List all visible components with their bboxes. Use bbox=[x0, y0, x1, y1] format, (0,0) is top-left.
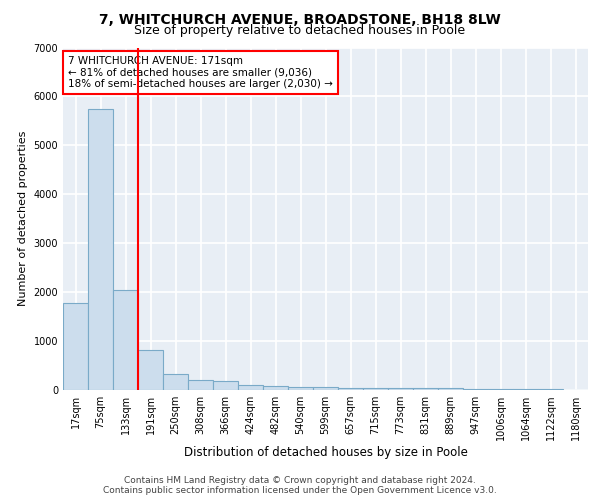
Bar bbox=[113, 290, 138, 390]
Bar bbox=[413, 388, 438, 390]
Bar bbox=[463, 388, 488, 390]
Bar bbox=[513, 389, 538, 390]
Bar bbox=[88, 108, 113, 390]
Bar bbox=[213, 382, 238, 390]
X-axis label: Distribution of detached houses by size in Poole: Distribution of detached houses by size … bbox=[184, 446, 467, 459]
Bar bbox=[313, 388, 338, 390]
Bar bbox=[488, 389, 513, 390]
Bar bbox=[188, 380, 213, 390]
Bar bbox=[63, 303, 88, 390]
Bar bbox=[388, 388, 413, 390]
Bar bbox=[263, 386, 288, 390]
Text: 7 WHITCHURCH AVENUE: 171sqm
← 81% of detached houses are smaller (9,036)
18% of : 7 WHITCHURCH AVENUE: 171sqm ← 81% of det… bbox=[68, 56, 333, 90]
Text: 7, WHITCHURCH AVENUE, BROADSTONE, BH18 8LW: 7, WHITCHURCH AVENUE, BROADSTONE, BH18 8… bbox=[99, 12, 501, 26]
Text: Size of property relative to detached houses in Poole: Size of property relative to detached ho… bbox=[134, 24, 466, 37]
Y-axis label: Number of detached properties: Number of detached properties bbox=[18, 131, 28, 306]
Text: Contains HM Land Registry data © Crown copyright and database right 2024.
Contai: Contains HM Land Registry data © Crown c… bbox=[103, 476, 497, 495]
Bar bbox=[438, 388, 463, 390]
Bar bbox=[288, 387, 313, 390]
Bar bbox=[138, 350, 163, 390]
Bar bbox=[163, 374, 188, 390]
Bar bbox=[238, 385, 263, 390]
Bar bbox=[363, 388, 388, 390]
Bar bbox=[338, 388, 363, 390]
